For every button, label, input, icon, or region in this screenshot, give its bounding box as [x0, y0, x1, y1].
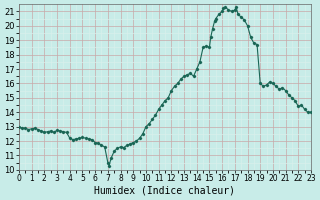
X-axis label: Humidex (Indice chaleur): Humidex (Indice chaleur)	[94, 186, 236, 196]
